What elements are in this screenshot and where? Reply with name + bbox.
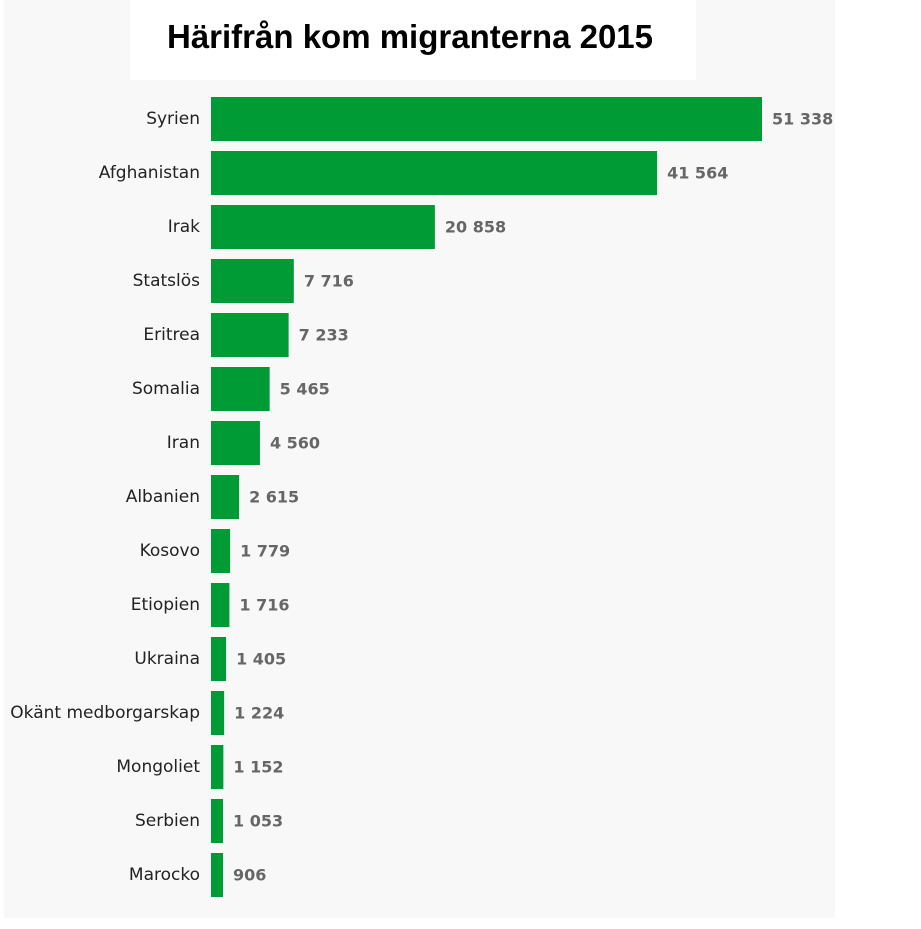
value-label: 7 716 [304,272,354,291]
category-label: Etiopien [131,595,200,615]
bar [211,313,289,357]
category-label: Afghanistan [99,163,200,183]
bar [211,97,762,141]
value-label: 41 564 [667,164,728,183]
value-label: 1 152 [233,758,283,777]
category-label: Iran [167,433,200,453]
bar [211,799,223,843]
bar [211,637,227,681]
category-label: Marocko [129,865,200,885]
value-label: 20 858 [445,218,506,237]
value-label: 1 716 [239,596,289,615]
category-label: Eritrea [143,325,200,345]
value-label: 906 [233,866,266,885]
bar [211,853,223,897]
bar [211,421,260,465]
category-label: Syrien [146,109,200,129]
bar [211,151,658,195]
value-label: 2 615 [249,488,299,507]
category-label: Albanien [126,487,200,507]
bar [211,745,224,789]
value-label: 5 465 [280,380,330,399]
bar [211,529,231,573]
chart-title: Härifrån kom migranterna 2015 [166,18,654,55]
bar [211,205,435,249]
value-label: 1 053 [233,812,283,831]
category-label: Okänt medborgarskap [10,703,200,723]
value-label: 51 338 [772,110,833,129]
category-label: Somalia [132,379,200,399]
category-label: Ukraina [134,649,200,669]
category-label: Irak [168,217,200,237]
bar [211,475,240,519]
title-band [130,0,696,80]
bar [211,691,225,735]
value-label: 7 233 [299,326,349,345]
value-label: 4 560 [270,434,320,453]
category-label: Serbien [135,811,200,831]
bar [211,583,230,627]
bar [211,259,294,303]
value-label: 1 405 [236,650,286,669]
value-label: 1 779 [240,542,290,561]
bar [211,367,270,411]
category-label: Statslös [133,271,201,291]
value-label: 1 224 [234,704,284,723]
category-label: Mongoliet [116,757,200,777]
category-label: Kosovo [140,541,200,561]
